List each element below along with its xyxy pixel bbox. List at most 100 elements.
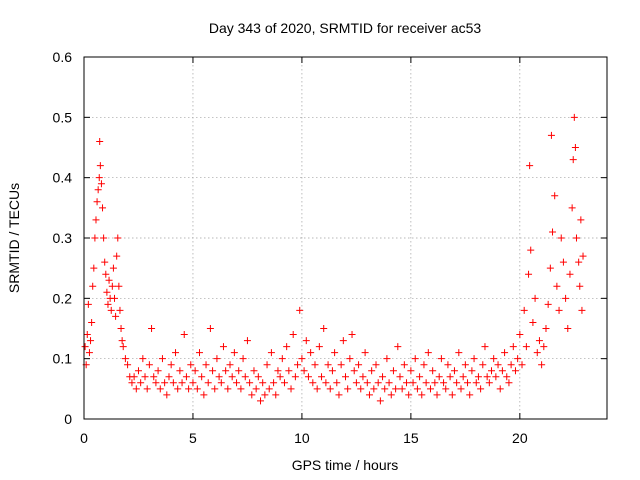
data-point: [533, 349, 541, 357]
data-point: [248, 391, 256, 399]
data-point: [538, 361, 546, 369]
data-point: [296, 306, 304, 314]
data-point: [241, 373, 249, 381]
x-tick-label: 10: [294, 430, 310, 446]
data-point: [322, 379, 330, 387]
data-point: [509, 343, 517, 351]
y-tick-label: 0.1: [53, 351, 73, 367]
data-point: [488, 367, 496, 375]
y-axis-label: SRMTID / TECUs: [6, 183, 22, 293]
data-point: [350, 367, 358, 375]
data-point: [403, 379, 411, 387]
data-point: [433, 391, 441, 399]
y-tick-label: 0.4: [53, 170, 73, 186]
data-point: [285, 367, 293, 375]
data-point: [124, 361, 132, 369]
data-point: [365, 391, 373, 399]
data-point: [215, 373, 223, 381]
data-point: [145, 361, 153, 369]
data-point: [389, 367, 397, 375]
data-point: [84, 300, 92, 308]
data-point: [178, 379, 186, 387]
data-point: [139, 355, 147, 363]
data-point: [544, 300, 552, 308]
data-point: [152, 379, 160, 387]
data-point: [355, 361, 363, 369]
data-point: [119, 343, 127, 351]
data-point: [494, 361, 502, 369]
data-point: [328, 367, 336, 375]
data-point: [392, 385, 400, 393]
data-point: [477, 385, 485, 393]
data-point: [233, 379, 241, 387]
data-point: [348, 331, 356, 339]
data-point: [217, 379, 225, 387]
data-point: [566, 270, 574, 278]
data-point: [222, 367, 230, 375]
data-point: [572, 234, 580, 242]
data-point: [559, 258, 567, 266]
data-point: [109, 264, 117, 272]
data-point: [379, 373, 387, 381]
data-point: [520, 306, 528, 314]
data-point: [405, 391, 413, 399]
data-point: [156, 385, 164, 393]
data-point: [250, 367, 258, 375]
data-point: [457, 385, 465, 393]
data-point: [143, 385, 151, 393]
data-point: [267, 349, 275, 357]
data-point: [99, 204, 107, 212]
chart-title: Day 343 of 2020, SRMTID for receiver ac5…: [209, 20, 482, 36]
data-point: [198, 373, 206, 381]
data-point: [96, 137, 104, 145]
data-point: [235, 367, 243, 375]
data-point: [549, 228, 557, 236]
data-point: [466, 391, 474, 399]
data-point: [103, 288, 111, 296]
y-tick-label: 0: [64, 411, 72, 427]
data-point: [342, 373, 349, 381]
data-point: [93, 198, 101, 206]
data-point: [150, 373, 158, 381]
data-point: [501, 349, 509, 357]
data-point: [294, 361, 302, 369]
data-point: [440, 379, 448, 387]
data-point: [298, 355, 306, 363]
data-point: [115, 282, 123, 290]
data-point: [370, 385, 378, 393]
data-point: [209, 367, 217, 375]
data-point: [304, 373, 312, 381]
data-point: [287, 385, 295, 393]
data-point: [444, 361, 452, 369]
data-point: [114, 234, 122, 242]
data-point: [496, 385, 504, 393]
plot-frame: [83, 56, 608, 420]
x-tick-label: 20: [512, 430, 528, 446]
data-point: [555, 306, 563, 314]
data-point: [339, 337, 347, 345]
data-point: [92, 216, 100, 224]
data-point: [564, 325, 572, 332]
data-point: [104, 300, 112, 308]
data-point: [562, 294, 570, 302]
data-point: [409, 379, 417, 387]
data-point: [374, 379, 382, 387]
data-point: [95, 174, 103, 182]
data-point: [557, 234, 565, 242]
data-point: [422, 379, 430, 387]
x-tick-label: 0: [80, 430, 88, 446]
data-point: [363, 379, 371, 387]
y-tick-label: 0.2: [53, 290, 73, 306]
data-point: [514, 355, 522, 363]
data-point: [474, 373, 482, 381]
data-point: [169, 379, 177, 387]
data-point: [398, 385, 406, 393]
data-point: [137, 379, 145, 387]
data-point: [453, 379, 461, 387]
data-point: [87, 337, 95, 345]
data-point: [167, 361, 175, 369]
data-point: [163, 391, 171, 399]
data-point: [90, 264, 98, 272]
data-point: [459, 373, 467, 381]
